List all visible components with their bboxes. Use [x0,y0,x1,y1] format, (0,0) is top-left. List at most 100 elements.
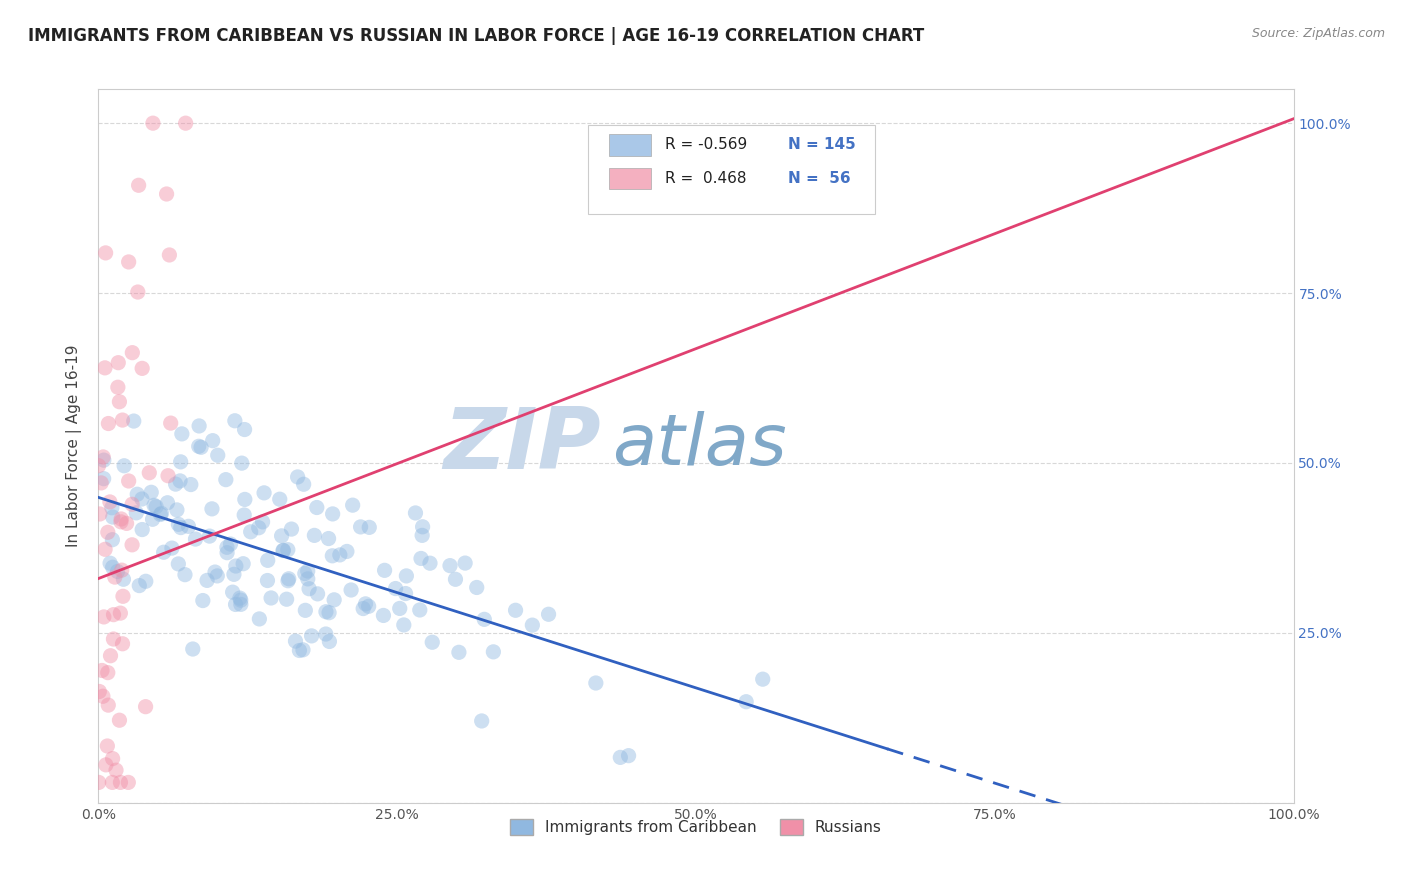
Point [253,486,276,500]
Point [97,665,120,680]
Point [315,605,337,619]
Point [90,475,112,490]
Point [184,532,207,546]
Point [98,556,121,570]
Point [439,558,461,573]
Point [135,699,157,714]
Point [101,510,124,524]
Point [229,591,252,606]
Point [150,507,173,521]
Point [101,560,124,574]
Point [103,632,125,646]
Point [352,601,374,615]
Point [359,520,381,534]
Point [336,544,359,558]
Point [252,515,274,529]
Point [304,528,326,542]
Point [87,458,110,473]
Point [143,498,166,512]
Point [420,635,443,649]
Point [127,487,149,501]
Point [191,593,214,607]
Point [170,520,193,534]
Text: Source: ZipAtlas.com: Source: ZipAtlas.com [1251,27,1385,40]
Point [318,634,340,648]
Point [101,500,124,515]
Point [482,645,505,659]
Point [97,698,120,713]
Point [170,426,193,441]
Point [256,574,278,588]
FancyBboxPatch shape [609,134,651,155]
Point [115,516,138,531]
Point [505,603,527,617]
FancyBboxPatch shape [589,125,876,214]
Point [174,567,197,582]
Point [160,541,183,555]
Text: N =  56: N = 56 [787,171,851,186]
Point [291,643,314,657]
Point [225,559,247,574]
Point [112,572,135,586]
Point [156,496,179,510]
Point [135,574,157,589]
Point [322,507,344,521]
Point [167,517,190,532]
Point [307,587,329,601]
Text: ZIP: ZIP [443,404,600,488]
Point [617,748,640,763]
Point [374,563,396,577]
Point [239,524,262,539]
Point [107,565,129,579]
Point [141,485,163,500]
Point [103,607,125,622]
Point [97,417,120,431]
Point [329,548,352,562]
Point [321,549,343,563]
Point [94,542,117,557]
Point [104,570,127,584]
Point [93,453,115,467]
Point [118,474,141,488]
Text: R = -0.569: R = -0.569 [665,137,747,153]
Point [159,416,181,430]
Point [98,495,121,509]
Point [94,246,117,260]
Point [110,606,132,620]
Point [111,589,134,603]
Point [107,380,129,394]
Point [190,440,212,454]
Point [292,477,315,491]
Point [354,597,377,611]
Point [89,684,111,698]
Point [94,360,117,375]
Point [149,508,172,522]
Point [270,529,292,543]
Point [280,522,302,536]
Point [318,532,340,546]
Point [276,592,298,607]
Text: IMMIGRANTS FROM CARIBBEAN VS RUSSIAN IN LABOR FORCE | AGE 16-19 CORRELATION CHAR: IMMIGRANTS FROM CARIBBEAN VS RUSSIAN IN … [28,27,924,45]
Point [229,593,252,607]
Point [174,116,197,130]
Point [247,521,270,535]
Point [256,553,278,567]
Point [187,439,209,453]
Point [318,606,340,620]
Point [271,543,294,558]
Point [260,591,283,605]
Text: atlas: atlas [613,411,787,481]
Point [388,601,411,615]
Point [342,498,364,512]
Legend: Immigrants from Caribbean, Russians: Immigrants from Caribbean, Russians [503,814,889,841]
Point [394,586,416,600]
Point [101,775,124,789]
Point [121,345,143,359]
Point [315,627,337,641]
Point [131,523,153,537]
Point [108,394,131,409]
Point [97,525,120,540]
Point [215,541,238,555]
Point [167,557,190,571]
Text: R =  0.468: R = 0.468 [665,171,747,186]
